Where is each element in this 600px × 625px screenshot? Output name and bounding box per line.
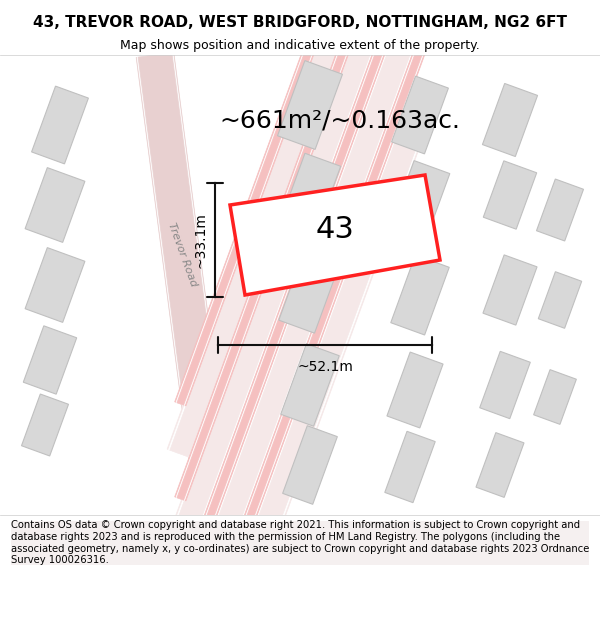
Polygon shape <box>283 426 337 504</box>
Text: 43, TREVOR ROAD, WEST BRIDGFORD, NOTTINGHAM, NG2 6FT: 43, TREVOR ROAD, WEST BRIDGFORD, NOTTING… <box>33 16 567 31</box>
Polygon shape <box>138 52 232 518</box>
Polygon shape <box>176 0 424 406</box>
Polygon shape <box>177 50 423 625</box>
Polygon shape <box>281 344 339 426</box>
Polygon shape <box>169 0 431 458</box>
Polygon shape <box>22 394 68 456</box>
Polygon shape <box>278 61 343 149</box>
Polygon shape <box>23 326 77 394</box>
Text: 43: 43 <box>316 216 355 244</box>
Polygon shape <box>387 352 443 428</box>
Polygon shape <box>533 369 577 424</box>
Polygon shape <box>176 49 424 625</box>
Polygon shape <box>25 168 85 242</box>
Polygon shape <box>25 248 85 322</box>
Text: ~52.1m: ~52.1m <box>297 360 353 374</box>
Polygon shape <box>175 49 425 625</box>
Polygon shape <box>170 0 430 548</box>
Polygon shape <box>169 102 431 625</box>
Polygon shape <box>392 76 448 154</box>
Polygon shape <box>32 86 88 164</box>
Polygon shape <box>177 0 423 500</box>
Polygon shape <box>476 432 524 498</box>
Polygon shape <box>280 153 341 237</box>
Polygon shape <box>385 431 435 502</box>
Polygon shape <box>538 272 582 328</box>
Polygon shape <box>167 0 433 459</box>
Polygon shape <box>176 0 424 501</box>
Polygon shape <box>175 0 425 406</box>
Polygon shape <box>167 101 433 625</box>
Polygon shape <box>483 255 537 325</box>
Text: ~33.1m: ~33.1m <box>193 212 207 268</box>
Polygon shape <box>279 247 341 333</box>
Polygon shape <box>136 52 234 518</box>
Text: Map shows position and indicative extent of the property.: Map shows position and indicative extent… <box>120 39 480 51</box>
Polygon shape <box>167 0 433 625</box>
Polygon shape <box>391 255 449 335</box>
Polygon shape <box>536 179 584 241</box>
Polygon shape <box>483 161 537 229</box>
Polygon shape <box>170 0 430 625</box>
Polygon shape <box>175 0 425 501</box>
Polygon shape <box>167 0 433 549</box>
Polygon shape <box>169 0 431 625</box>
Polygon shape <box>480 351 530 419</box>
Polygon shape <box>176 0 424 601</box>
Polygon shape <box>175 0 425 601</box>
Polygon shape <box>169 0 431 548</box>
Polygon shape <box>170 102 430 625</box>
Polygon shape <box>177 0 423 600</box>
Text: Trevor Road: Trevor Road <box>166 222 198 288</box>
Polygon shape <box>170 0 430 458</box>
Polygon shape <box>482 84 538 156</box>
Polygon shape <box>137 52 233 518</box>
Polygon shape <box>177 0 423 405</box>
Polygon shape <box>230 175 440 295</box>
Text: Contains OS data © Crown copyright and database right 2021. This information is : Contains OS data © Crown copyright and d… <box>11 521 589 565</box>
Polygon shape <box>390 161 450 239</box>
Text: ~661m²/~0.163ac.: ~661m²/~0.163ac. <box>220 108 461 132</box>
